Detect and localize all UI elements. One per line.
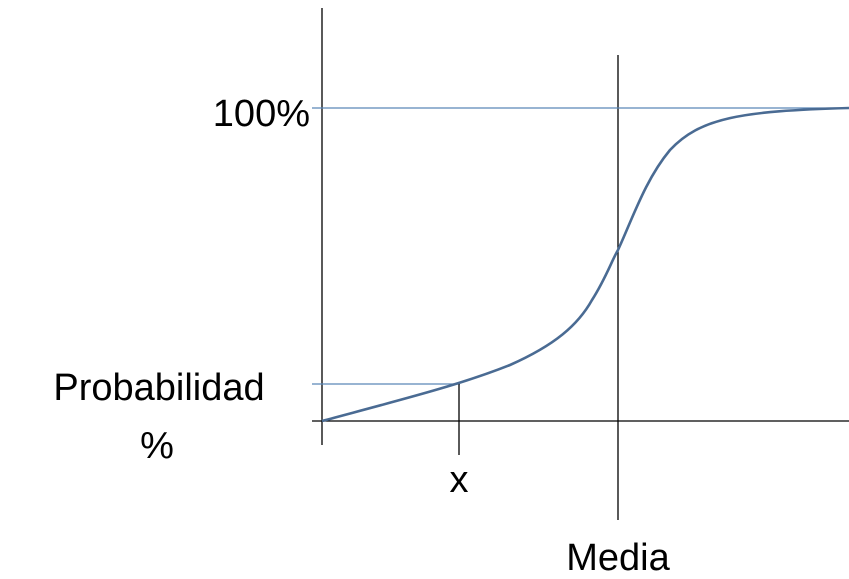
hundred-percent-label: 100% xyxy=(213,93,310,135)
mean-label: Media xyxy=(566,537,670,579)
probability-label-line2: % xyxy=(140,425,174,467)
x-marker-label: x xyxy=(450,459,469,501)
probability-label-line1: Probabilidad xyxy=(53,367,264,409)
cumulative-curve xyxy=(321,106,849,423)
